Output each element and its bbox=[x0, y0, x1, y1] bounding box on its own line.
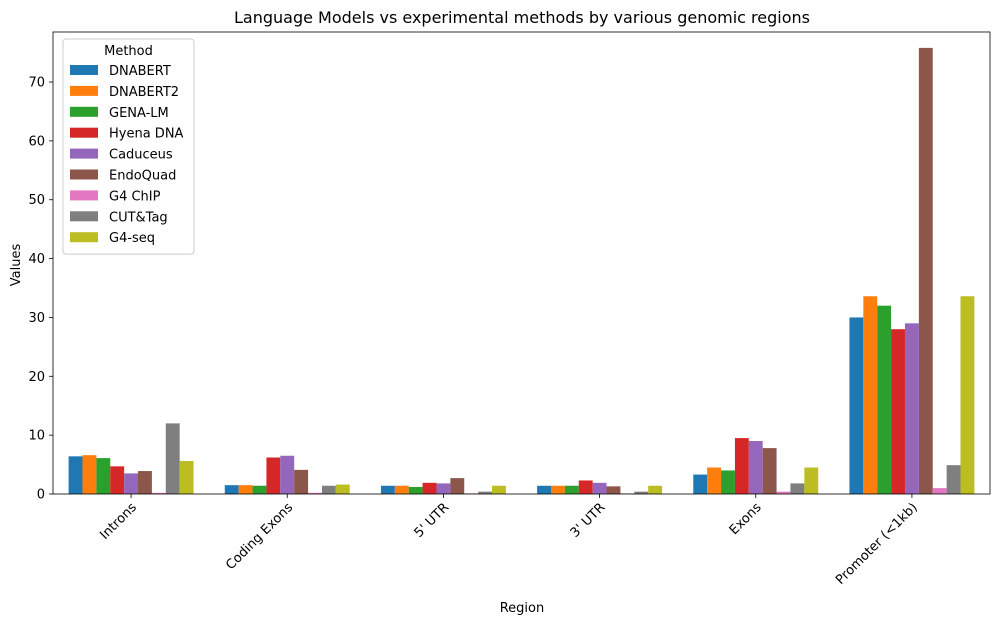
bar-dnabert2-5 bbox=[863, 296, 878, 494]
x-tick-label: 5' UTR bbox=[412, 500, 453, 541]
bar-hyena-dna-2 bbox=[422, 482, 437, 494]
bar-gena-lm-1 bbox=[252, 485, 267, 494]
legend-swatch bbox=[70, 190, 98, 201]
bar-cut-tag-2 bbox=[478, 491, 492, 494]
y-tick-label: 30 bbox=[28, 311, 45, 326]
bar-g4-seq-5 bbox=[960, 296, 975, 494]
bar-gena-lm-5 bbox=[877, 305, 892, 494]
bar-cut-tag-3 bbox=[634, 491, 649, 494]
legend-swatch bbox=[70, 148, 98, 159]
bar-endoquad-0 bbox=[138, 471, 152, 494]
bar-dnabert2-2 bbox=[394, 485, 409, 494]
bar-dnabert2-0 bbox=[82, 455, 97, 494]
legend-entry: DNABERT2 bbox=[109, 85, 179, 100]
bar-caduceus-3 bbox=[592, 482, 607, 494]
bar-g4-seq-4 bbox=[804, 467, 819, 494]
legend-entry: Hyena DNA bbox=[109, 127, 184, 142]
y-tick-label: 20 bbox=[28, 370, 45, 385]
x-tick-label: Promoter (<1kb) bbox=[833, 500, 921, 588]
legend-swatch bbox=[70, 211, 98, 222]
legend-swatch bbox=[70, 85, 98, 96]
bar-g4-chip-1 bbox=[308, 492, 322, 494]
y-tick-label: 50 bbox=[28, 193, 45, 208]
bar-endoquad-5 bbox=[918, 47, 933, 494]
bar-gena-lm-0 bbox=[96, 458, 111, 494]
bar-g4-chip-4 bbox=[776, 491, 791, 494]
bar-hyena-dna-1 bbox=[266, 457, 281, 494]
legend-swatch bbox=[70, 169, 98, 180]
y-tick-label: 0 bbox=[37, 488, 45, 503]
bar-caduceus-0 bbox=[124, 473, 139, 494]
bar-g4-seq-0 bbox=[179, 461, 194, 494]
legend-swatch bbox=[70, 106, 98, 117]
bar-caduceus-1 bbox=[280, 455, 295, 494]
bar-dnabert2-4 bbox=[707, 467, 722, 494]
legend-entry: GENA-LM bbox=[109, 106, 169, 121]
bar-dnabert-3 bbox=[537, 485, 551, 494]
bar-g4-seq-2 bbox=[492, 485, 506, 494]
bar-dnabert-2 bbox=[380, 485, 395, 494]
bar-hyena-dna-3 bbox=[578, 480, 593, 494]
legend-entry: EndoQuad bbox=[109, 169, 176, 184]
bar-endoquad-2 bbox=[450, 478, 465, 494]
chart-title: Language Models vs experimental methods … bbox=[234, 8, 810, 27]
bar-cut-tag-4 bbox=[790, 483, 805, 494]
legend-entry: G4-seq bbox=[109, 231, 155, 246]
x-tick-label: Exons bbox=[727, 500, 765, 538]
bar-caduceus-5 bbox=[904, 323, 919, 494]
x-axis-label: Region bbox=[500, 601, 545, 616]
x-tick-label: 3' UTR bbox=[568, 500, 609, 541]
bar-dnabert-0 bbox=[68, 456, 83, 494]
bar-caduceus-2 bbox=[436, 483, 451, 494]
legend-entry: CUT&Tag bbox=[109, 210, 168, 225]
y-tick-label: 60 bbox=[28, 134, 45, 149]
bar-dnabert2-3 bbox=[551, 485, 565, 494]
bar-endoquad-3 bbox=[606, 486, 621, 494]
bar-dnabert-1 bbox=[224, 485, 239, 494]
axes-frame bbox=[52, 31, 991, 495]
legend-title: Method bbox=[104, 44, 153, 59]
x-tick-label: Coding Exons bbox=[223, 500, 296, 573]
y-tick-label: 40 bbox=[28, 252, 45, 267]
bar-cut-tag-0 bbox=[165, 423, 180, 494]
plot-area: 0 10 20 30 40 50 60 70 Introns Coding Exons 5' UTR… bbox=[28, 31, 991, 588]
legend-swatch bbox=[70, 65, 98, 75]
legend: Method DNABERT DNABERT2 GENA-LM Hyena DNA Cad… bbox=[62, 38, 195, 255]
legend-swatch bbox=[70, 127, 98, 138]
bar-cut-tag-5 bbox=[946, 465, 961, 494]
legend-entry: DNABERT bbox=[109, 64, 171, 79]
bar-hyena-dna-4 bbox=[734, 438, 749, 494]
bar-caduceus-4 bbox=[748, 441, 763, 494]
bar-cut-tag-1 bbox=[321, 485, 336, 494]
legend-entry: Caduceus bbox=[109, 148, 173, 163]
bar-gena-lm-2 bbox=[408, 486, 423, 494]
y-tick-label: 10 bbox=[28, 429, 45, 444]
bar-endoquad-1 bbox=[294, 469, 309, 494]
bar-g4-seq-1 bbox=[335, 484, 350, 494]
bar-dnabert2-1 bbox=[238, 485, 253, 494]
legend-entry: G4 ChIP bbox=[109, 189, 161, 204]
bar-g4-seq-3 bbox=[648, 485, 663, 494]
x-tick-label: Introns bbox=[97, 500, 140, 543]
bar-dnabert-4 bbox=[693, 474, 708, 494]
bar-hyena-dna-0 bbox=[110, 466, 125, 494]
bar-g4-chip-5 bbox=[932, 488, 947, 494]
bar-gena-lm-3 bbox=[564, 485, 579, 494]
bar-gena-lm-4 bbox=[721, 470, 735, 494]
y-tick-label: 70 bbox=[28, 76, 45, 91]
legend-swatch bbox=[70, 232, 98, 243]
y-axis-label: Values bbox=[9, 244, 24, 287]
bar-g4-chip-0 bbox=[151, 492, 166, 494]
bar-dnabert-5 bbox=[849, 317, 864, 494]
bar-endoquad-4 bbox=[762, 448, 777, 494]
bar-hyena-dna-5 bbox=[891, 329, 905, 494]
